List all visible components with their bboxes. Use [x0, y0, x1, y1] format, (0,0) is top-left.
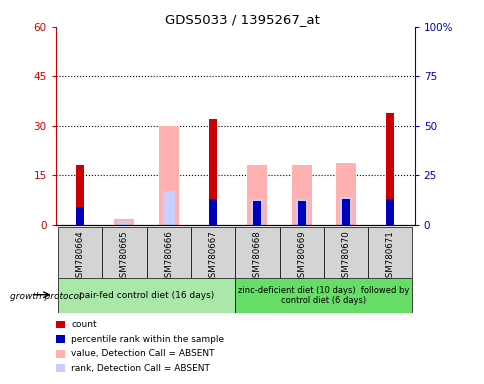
Bar	[297, 201, 305, 225]
Text: GSM780665: GSM780665	[120, 230, 129, 283]
Text: pair-fed control diet (16 days): pair-fed control diet (16 days)	[79, 291, 214, 300]
Text: GDS5033 / 1395267_at: GDS5033 / 1395267_at	[165, 13, 319, 26]
Bar	[158, 126, 179, 225]
Text: value, Detection Call = ABSENT: value, Detection Call = ABSENT	[71, 349, 214, 358]
Text: GSM780669: GSM780669	[297, 230, 305, 283]
Text: GSM780670: GSM780670	[341, 230, 350, 283]
Bar	[58, 278, 235, 313]
Bar	[235, 227, 279, 278]
Bar	[209, 119, 217, 225]
Bar	[102, 227, 146, 278]
Bar	[235, 278, 411, 313]
Bar	[367, 227, 411, 278]
Bar	[76, 166, 84, 225]
Bar	[118, 221, 130, 225]
Text: GSM780668: GSM780668	[252, 230, 261, 283]
Bar	[114, 219, 134, 225]
Text: rank, Detection Call = ABSENT: rank, Detection Call = ABSENT	[71, 364, 210, 373]
Bar	[386, 199, 393, 225]
Bar	[253, 201, 261, 225]
Text: percentile rank within the sample: percentile rank within the sample	[71, 334, 224, 344]
Bar	[279, 227, 323, 278]
Text: GSM780664: GSM780664	[76, 230, 85, 283]
Bar	[251, 199, 263, 225]
Bar	[191, 227, 235, 278]
Bar	[335, 163, 355, 225]
Bar	[247, 166, 267, 225]
Bar	[209, 199, 217, 225]
Bar	[163, 191, 174, 225]
Bar	[291, 166, 311, 225]
Text: zinc-deficient diet (10 days)  followed by
control diet (6 days): zinc-deficient diet (10 days) followed b…	[238, 286, 408, 305]
Bar	[76, 207, 84, 225]
Bar	[341, 199, 349, 225]
Text: count: count	[71, 320, 97, 329]
Bar	[386, 113, 393, 225]
Bar	[146, 227, 191, 278]
Bar	[323, 227, 367, 278]
Text: GSM780671: GSM780671	[385, 230, 394, 283]
Bar	[339, 197, 351, 225]
Text: GSM780667: GSM780667	[208, 230, 217, 283]
Text: growth protocol: growth protocol	[10, 292, 81, 301]
Bar	[58, 227, 102, 278]
Bar	[295, 199, 307, 225]
Text: GSM780666: GSM780666	[164, 230, 173, 283]
